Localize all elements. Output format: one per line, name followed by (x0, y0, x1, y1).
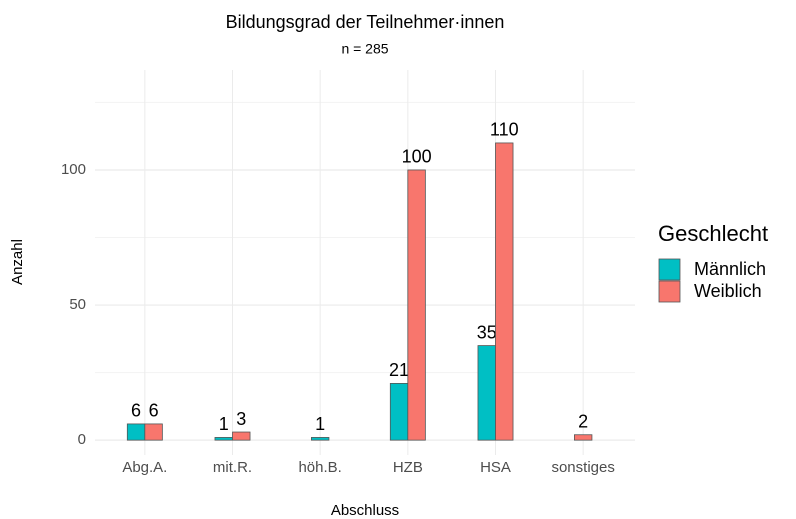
data-label: 35 (477, 322, 497, 342)
chart-title: Bildungsgrad der Teilnehmer·innen (226, 12, 505, 32)
bar (389, 383, 409, 441)
x-tick-label: Abg.A. (122, 459, 167, 476)
bar (310, 437, 330, 441)
data-label: 2 (578, 411, 588, 431)
data-label: 1 (315, 414, 325, 434)
legend-label: Männlich (694, 259, 766, 279)
bar (477, 345, 496, 441)
legend-key (658, 280, 681, 303)
data-label: 100 (402, 147, 432, 167)
x-tick-label: HZB (393, 459, 423, 476)
bar (574, 434, 593, 441)
data-label: 3 (236, 409, 246, 429)
bar (407, 169, 426, 441)
data-label: 1 (219, 414, 229, 434)
legend-title: Geschlecht (658, 221, 768, 246)
x-tick-label: höh.B. (298, 459, 341, 476)
data-label: 6 (131, 401, 141, 421)
bar (214, 437, 233, 441)
chart-subtitle: n = 285 (341, 41, 388, 57)
bar (232, 431, 251, 441)
x-tick-label: sonstiges (551, 459, 614, 476)
legend-label: Weiblich (694, 281, 762, 301)
bar (495, 142, 514, 441)
data-label: 6 (149, 401, 159, 421)
x-tick-label: mit.R. (213, 459, 252, 476)
data-label: 110 (490, 120, 519, 140)
legend-key (658, 258, 681, 281)
x-axis-label: Abschluss (331, 502, 399, 519)
bar (144, 423, 163, 441)
y-tick-label: 50 (69, 296, 86, 313)
x-tick-label: HSA (480, 459, 511, 476)
y-tick-label: 100 (61, 161, 86, 178)
bar (126, 423, 146, 441)
y-axis-label: Anzahl (9, 239, 26, 285)
y-tick-label: 0 (78, 431, 86, 448)
data-label: 21 (389, 360, 409, 380)
